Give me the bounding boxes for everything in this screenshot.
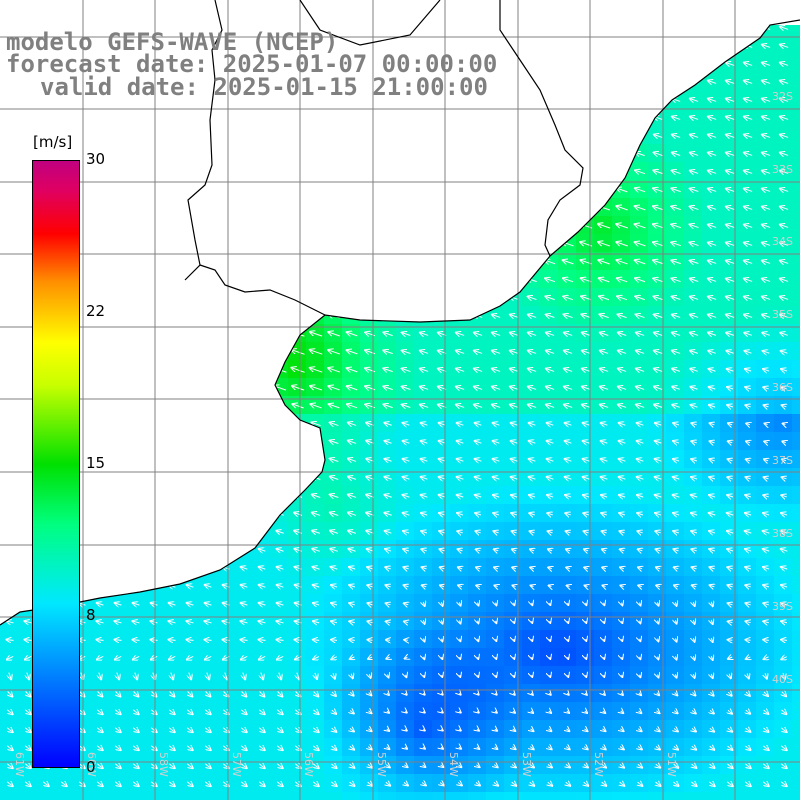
lon-label: 55W — [375, 752, 388, 777]
lat-label: 38S — [772, 527, 793, 540]
lat-label: 39S — [772, 600, 793, 613]
lon-label: 58W — [157, 752, 170, 777]
colorbar-tick-min: 0 — [86, 758, 96, 776]
lat-label: 40S — [772, 673, 793, 686]
lon-label: 60W — [85, 752, 98, 777]
lon-label: 54W — [447, 752, 460, 777]
colorbar-tick-max: 30 — [86, 150, 106, 168]
colorbar-tick: 8 — [86, 606, 96, 624]
lat-label: 34S — [772, 235, 793, 248]
lat-label: 37S — [772, 454, 793, 467]
lon-label: 51W — [665, 752, 678, 777]
lon-label: 57W — [230, 752, 243, 777]
lat-label: 32S — [772, 90, 793, 103]
lon-label: 56W — [302, 752, 315, 777]
lon-label: 53W — [520, 752, 533, 777]
colorbar — [32, 160, 80, 768]
lat-label: 33S — [772, 163, 793, 176]
lon-label: 52W — [592, 752, 605, 777]
valid-date: valid date: 2025-01-15 21:00:00 — [40, 73, 488, 101]
lat-label: 35S — [772, 308, 793, 321]
colorbar-tick: 22 — [86, 302, 106, 320]
colorbar-unit-label: [m/s] — [33, 133, 73, 151]
forecast-date: forecast date: 2025-01-07 00:00:00 — [6, 50, 498, 78]
lon-label: 61W — [13, 752, 26, 777]
model-title: modelo GEFS-WAVE (NCEP) — [6, 28, 339, 56]
lat-label: 36S — [772, 381, 793, 394]
colorbar-tick: 15 — [86, 454, 106, 472]
